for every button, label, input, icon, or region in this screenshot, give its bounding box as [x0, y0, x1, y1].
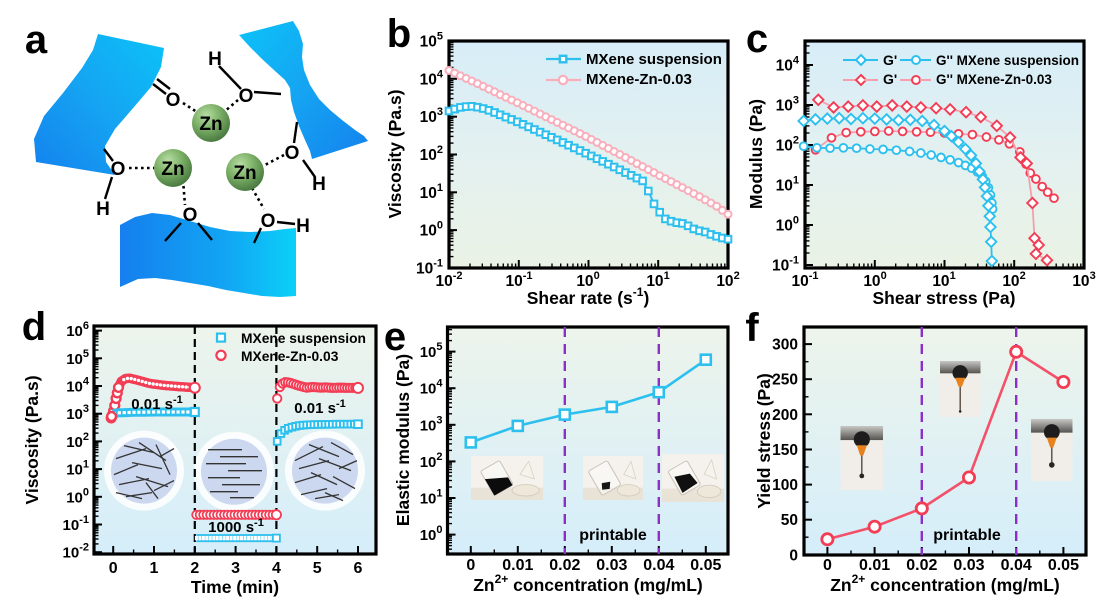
svg-text:0.02: 0.02: [549, 557, 580, 574]
svg-text:0: 0: [466, 557, 475, 574]
svg-text:1000 s-1: 1000 s-1: [208, 517, 264, 536]
svg-text:H: H: [312, 174, 326, 195]
svg-text:300: 300: [772, 337, 798, 354]
svg-text:2: 2: [190, 560, 199, 577]
svg-text:b: b: [387, 12, 411, 56]
svg-text:MXene-Zn-0.03: MXene-Zn-0.03: [241, 349, 339, 364]
svg-text:printable: printable: [933, 527, 1001, 544]
svg-text:4: 4: [272, 560, 281, 577]
svg-text:MXene-Zn-0.03: MXene-Zn-0.03: [586, 71, 692, 88]
svg-text:5: 5: [313, 560, 322, 577]
svg-text:O: O: [261, 211, 276, 232]
svg-text:O: O: [285, 143, 300, 164]
svg-text:Viscosity (Pa.s): Viscosity (Pa.s): [22, 375, 42, 504]
svg-text:d: d: [22, 305, 46, 349]
svg-text:Zn2+ concentration (mg/mL): Zn2+ concentration (mg/mL): [830, 572, 1060, 595]
svg-text:Zn2+ concentration (mg/mL): Zn2+ concentration (mg/mL): [473, 572, 703, 595]
svg-text:O: O: [183, 205, 198, 226]
svg-text:Modulus (Pa): Modulus (Pa): [746, 99, 766, 209]
svg-text:printable: printable: [579, 527, 647, 544]
svg-text:0.01 s-1: 0.01 s-1: [294, 398, 346, 417]
svg-text:200: 200: [772, 407, 798, 424]
svg-text:50: 50: [781, 512, 798, 529]
svg-text:1: 1: [150, 560, 159, 577]
svg-text:e: e: [384, 315, 406, 359]
svg-text:Time (min): Time (min): [191, 577, 279, 597]
svg-text:H: H: [208, 49, 222, 70]
svg-text:6: 6: [354, 560, 363, 577]
svg-text:Yield stress (Pa): Yield stress (Pa): [754, 373, 774, 509]
svg-text:MXene suspension: MXene suspension: [586, 51, 722, 68]
svg-text:c: c: [746, 17, 768, 61]
svg-text:0.03: 0.03: [953, 557, 984, 574]
svg-text:G'' MXene suspension: G'' MXene suspension: [936, 53, 1079, 68]
svg-text:150: 150: [772, 442, 798, 459]
svg-text:250: 250: [772, 372, 798, 389]
svg-text:0: 0: [789, 547, 798, 564]
svg-text:0.01 s-1: 0.01 s-1: [131, 394, 183, 413]
svg-text:O: O: [239, 86, 254, 107]
svg-text:0.01: 0.01: [859, 557, 890, 574]
svg-text:0.01: 0.01: [502, 557, 533, 574]
svg-text:0: 0: [823, 557, 832, 574]
svg-text:0.05: 0.05: [690, 557, 721, 574]
svg-text:G'' MXene-Zn-0.03: G'' MXene-Zn-0.03: [936, 72, 1052, 87]
svg-text:Zn: Zn: [233, 163, 256, 184]
svg-text:Elastic modulus (Pa): Elastic modulus (Pa): [393, 354, 413, 526]
svg-text:0.04: 0.04: [1001, 557, 1032, 574]
svg-text:Zn: Zn: [199, 114, 222, 135]
svg-text:3: 3: [231, 560, 240, 577]
svg-text:H: H: [296, 216, 310, 237]
svg-text:O: O: [166, 90, 181, 111]
svg-text:MXene suspension: MXene suspension: [241, 331, 366, 346]
svg-text:Shear stress (Pa): Shear stress (Pa): [873, 288, 1016, 308]
svg-text:0.03: 0.03: [596, 557, 627, 574]
svg-text:G': G': [883, 52, 897, 68]
svg-text:H: H: [96, 199, 110, 220]
svg-text:Shear rate (s-1): Shear rate (s-1): [527, 285, 650, 308]
svg-text:0: 0: [109, 560, 118, 577]
svg-text:Zn: Zn: [161, 159, 184, 180]
svg-text:0.05: 0.05: [1048, 557, 1079, 574]
svg-text:f: f: [745, 306, 759, 350]
svg-text:a: a: [25, 18, 48, 62]
svg-text:Viscosity (Pa.s): Viscosity (Pa.s): [385, 89, 405, 218]
svg-text:G': G': [883, 71, 897, 87]
svg-text:0.02: 0.02: [906, 557, 937, 574]
svg-text:100: 100: [772, 477, 798, 494]
svg-text:O: O: [111, 159, 126, 180]
svg-text:0.04: 0.04: [643, 557, 674, 574]
